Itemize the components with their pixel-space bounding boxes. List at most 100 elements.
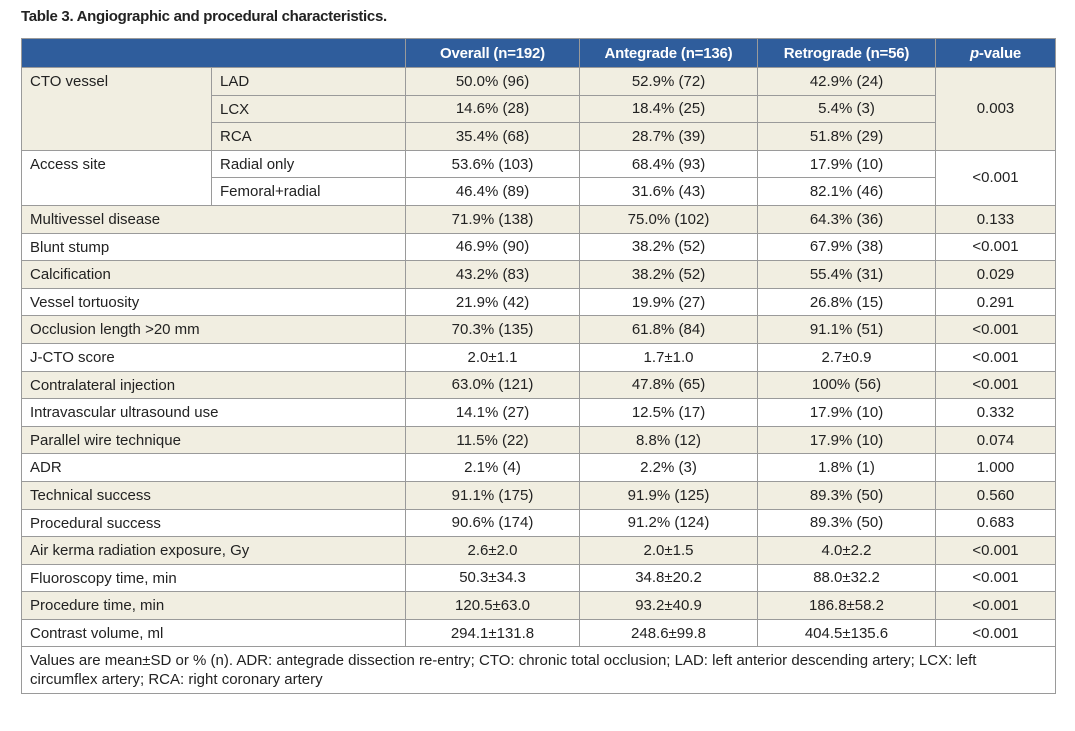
value-cell: 2.2% (3) [579, 453, 758, 482]
table-row: Procedural success 90.6% (174) 91.2% (124)… [21, 508, 1056, 538]
p-value-cell: 0.074 [935, 425, 1056, 455]
table-row: Parallel wire technique 11.5% (22) 8.8% (1… [21, 425, 1056, 455]
p-value-cell: <0.001 [935, 618, 1056, 648]
value-cell: 11.5% (22) [405, 425, 580, 455]
value-cell: 5.4% (3) [757, 94, 936, 124]
value-cell: 2.0±1.5 [579, 536, 758, 565]
row-label: Air kerma radiation exposure, Gy [21, 536, 406, 565]
p-value-cell: 0.683 [935, 508, 1056, 538]
value-cell: 18.4% (25) [579, 94, 758, 124]
table: Overall (n=192) Antegrade (n=136) Retrogra… [21, 38, 1056, 695]
table-row: Access site Radial only 53.6% (103) 68.4% (… [21, 149, 1056, 206]
table-row: Occlusion length >20 mm 70.3% (135) 61.8% … [21, 315, 1056, 344]
value-cell: 70.3% (135) [405, 315, 580, 344]
p-value-cell: 0.291 [935, 287, 1056, 317]
value-cell: 63.0% (121) [405, 370, 580, 400]
row-label: Technical success [21, 480, 406, 510]
table-row: Procedure time, min 120.5±63.0 93.2±40.9 18… [21, 591, 1056, 620]
header-cell: p-value [935, 38, 1056, 68]
value-cell: 34.8±20.2 [579, 563, 758, 593]
value-cell: 21.9% (42) [405, 287, 580, 317]
row-label: Vessel tortuosity [21, 287, 406, 317]
row-label: ADR [21, 453, 406, 482]
table-row: Contrast volume, ml 294.1±131.8 248.6±99.8… [21, 618, 1056, 648]
sub-label: LCX [211, 94, 406, 124]
table-row: Femoral+radial 46.4% (89) 31.6% (43) 82.1% … [22, 177, 1056, 206]
row-label: Calcification [21, 260, 406, 289]
value-cell: 38.2% (52) [579, 260, 758, 289]
value-cell: 14.1% (27) [405, 398, 580, 427]
table-row: RCA 35.4% (68) 28.7% (39) 51.8% (29) [22, 122, 1056, 151]
table-row: LCX 14.6% (28) 18.4% (25) 5.4% (3) [22, 94, 1056, 124]
table-row: Contralateral injection 63.0% (121) 47.8% … [21, 370, 1056, 400]
row-label: Occlusion length >20 mm [21, 315, 406, 344]
p-value-cell: <0.001 [935, 536, 1056, 565]
p-value-cell: 0.029 [935, 260, 1056, 289]
p-value-cell: 0.560 [935, 480, 1056, 510]
value-cell: 2.6±2.0 [405, 536, 580, 565]
value-cell: 2.0±1.1 [405, 342, 580, 372]
value-cell: 248.6±99.8 [579, 618, 758, 648]
sub-label: RCA [211, 122, 406, 151]
value-cell: 26.8% (15) [757, 287, 936, 317]
value-cell: 91.2% (124) [579, 508, 758, 538]
value-cell: 8.8% (12) [579, 425, 758, 455]
footnote-row: Values are mean±SD or % (n). ADR: antegr… [21, 646, 1056, 695]
header-cell: Antegrade (n=136) [579, 38, 758, 68]
group-label: CTO vessel [21, 67, 212, 151]
row-label: Contrast volume, ml [21, 618, 406, 648]
value-cell: 4.0±2.2 [757, 536, 936, 565]
value-cell: 47.8% (65) [579, 370, 758, 400]
p-value-cell: 0.332 [935, 398, 1056, 427]
value-cell: 91.1% (51) [757, 315, 936, 344]
value-cell: 52.9% (72) [579, 67, 758, 96]
value-cell: 64.3% (36) [757, 204, 936, 234]
value-cell: 90.6% (174) [405, 508, 580, 538]
value-cell: 43.2% (83) [405, 260, 580, 289]
row-label: Fluoroscopy time, min [21, 563, 406, 593]
p-value-cell: 0.133 [935, 204, 1056, 234]
value-cell: 89.3% (50) [757, 480, 936, 510]
value-cell: 120.5±63.0 [405, 591, 580, 620]
value-cell: 91.1% (175) [405, 480, 580, 510]
group-label: Access site [21, 149, 212, 206]
row-label: Parallel wire technique [21, 425, 406, 455]
table-row: Multivessel disease 71.9% (138) 75.0% (102… [21, 204, 1056, 234]
value-cell: 404.5±135.6 [757, 618, 936, 648]
value-cell: 91.9% (125) [579, 480, 758, 510]
header-italic: p [969, 44, 979, 62]
sub-label: Radial only [211, 149, 406, 179]
value-cell: 88.0±32.2 [757, 563, 936, 593]
value-cell: 93.2±40.9 [579, 591, 758, 620]
p-value-cell: <0.001 [935, 563, 1056, 593]
header-text: -value [978, 44, 1022, 62]
value-cell: 14.6% (28) [405, 94, 580, 124]
row-label: Multivessel disease [21, 204, 406, 234]
table-row: Vessel tortuosity 21.9% (42) 19.9% (27) 26.… [21, 287, 1056, 317]
value-cell: 61.8% (84) [579, 315, 758, 344]
value-cell: 50.0% (96) [405, 67, 580, 96]
p-value-cell: 0.003 [935, 67, 1056, 151]
value-cell: 1.7±1.0 [579, 342, 758, 372]
table-row: Calcification 43.2% (83) 38.2% (52) 55.4% (… [21, 260, 1056, 289]
value-cell: 38.2% (52) [579, 232, 758, 262]
p-value-cell: <0.001 [935, 315, 1056, 344]
table-row: ADR 2.1% (4) 2.2% (3) 1.8% (1) 1.000 [21, 453, 1056, 482]
table-row: Intravascular ultrasound use 14.1% (27) 12… [21, 398, 1056, 427]
p-value-cell: <0.001 [935, 591, 1056, 620]
header-row: Overall (n=192) Antegrade (n=136) Retrogra… [21, 38, 1056, 68]
value-cell: 186.8±58.2 [757, 591, 936, 620]
value-cell: 35.4% (68) [405, 122, 580, 151]
row-label: Blunt stump [21, 232, 406, 262]
row-label: J-CTO score [21, 342, 406, 372]
table-row: CTO vessel LAD 50.0% (96) 52.9% (72) 42.9% (… [21, 67, 1056, 151]
value-cell: 55.4% (31) [757, 260, 936, 289]
value-cell: 100% (56) [757, 370, 936, 400]
p-value-cell: 1.000 [935, 453, 1056, 482]
sub-label: LAD [211, 67, 406, 96]
row-label: Contralateral injection [21, 370, 406, 400]
value-cell: 71.9% (138) [405, 204, 580, 234]
value-cell: 1.8% (1) [757, 453, 936, 482]
p-value-cell: <0.001 [935, 149, 1056, 206]
value-cell: 31.6% (43) [579, 177, 758, 206]
